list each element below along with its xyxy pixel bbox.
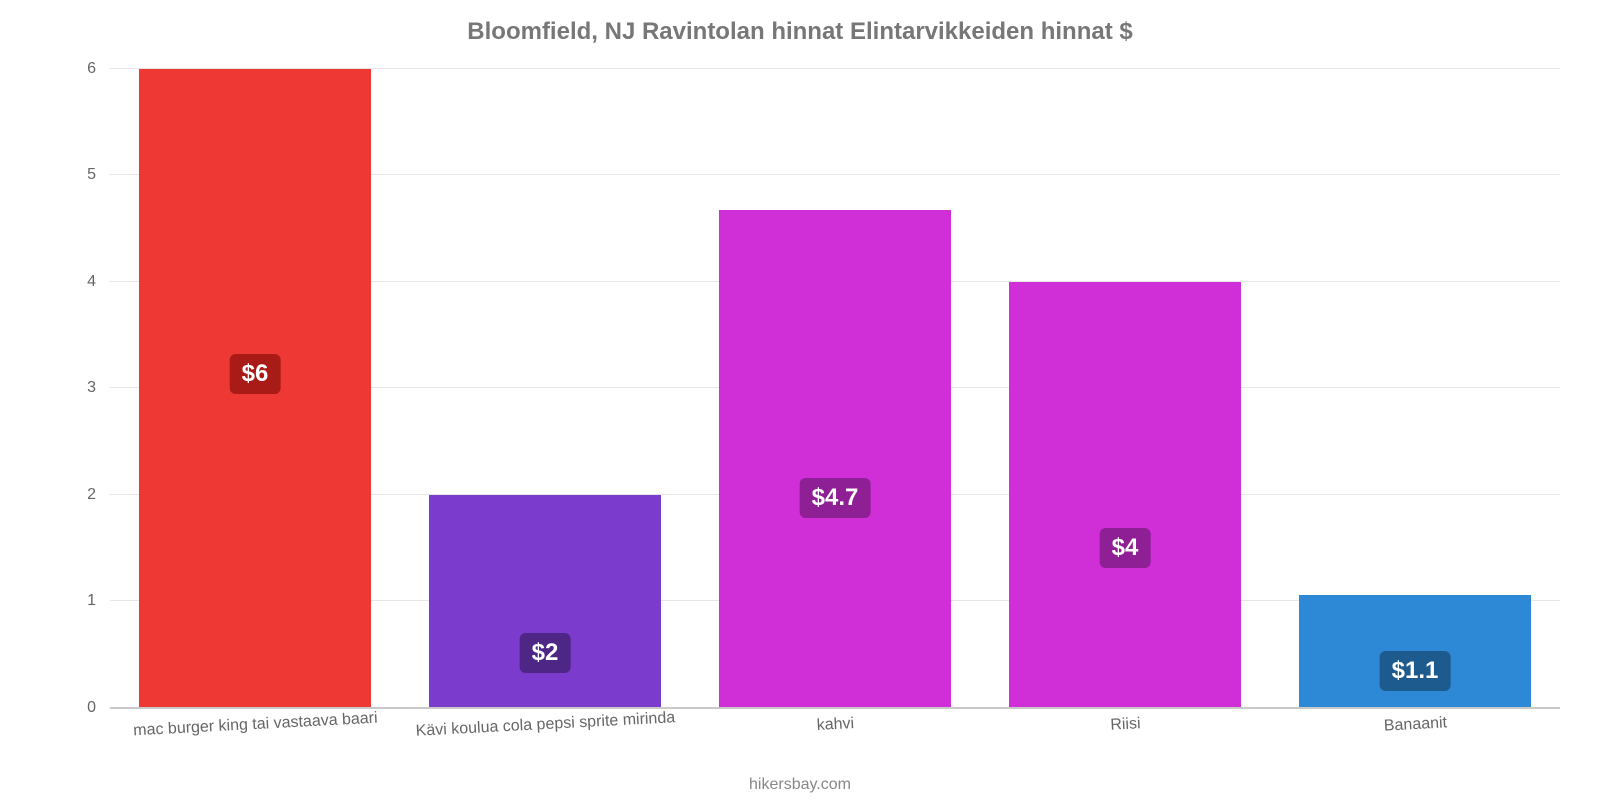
y-tick-label: 0 (87, 699, 110, 717)
bar: $2 (429, 495, 661, 708)
x-axis-line (110, 707, 1560, 709)
plot-area: 0123456 $6$2$4.7$4$1.1 (110, 58, 1560, 708)
y-tick-label: 2 (87, 486, 110, 504)
bar: $1.1 (1299, 595, 1531, 708)
price-bar-chart: Bloomfield, NJ Ravintolan hinnat Elintar… (0, 0, 1600, 800)
x-axis-label: Banaanit (1383, 714, 1447, 735)
y-tick-label: 6 (87, 60, 110, 78)
chart-title: Bloomfield, NJ Ravintolan hinnat Elintar… (0, 18, 1600, 46)
bar-value-label: $2 (520, 633, 571, 673)
bars-group: $6 $2 $4.7 $4 $1.1 (110, 58, 1560, 708)
x-axis-label: mac burger king tai vastaava baari (133, 710, 378, 741)
bar-value-label: $1.1 (1380, 651, 1451, 691)
y-tick-label: 5 (87, 166, 110, 184)
x-axis-label: Kävi koulua cola pepsi sprite mirinda (415, 709, 675, 741)
x-axis-labels: mac burger king tai vastaava baari Kävi k… (110, 712, 1560, 772)
bar: $6 (139, 69, 371, 708)
y-tick-label: 1 (87, 592, 110, 610)
x-axis-label: kahvi (816, 715, 854, 735)
bar-value-label: $6 (230, 354, 281, 394)
x-axis-label: Riisi (1110, 715, 1141, 735)
bar-value-label: $4 (1100, 528, 1151, 568)
y-tick-label: 4 (87, 273, 110, 291)
bar: $4.7 (719, 210, 951, 708)
y-tick-label: 3 (87, 379, 110, 397)
bar-value-label: $4.7 (800, 478, 871, 518)
bar: $4 (1009, 282, 1241, 708)
attribution-text: hikersbay.com (0, 776, 1600, 794)
